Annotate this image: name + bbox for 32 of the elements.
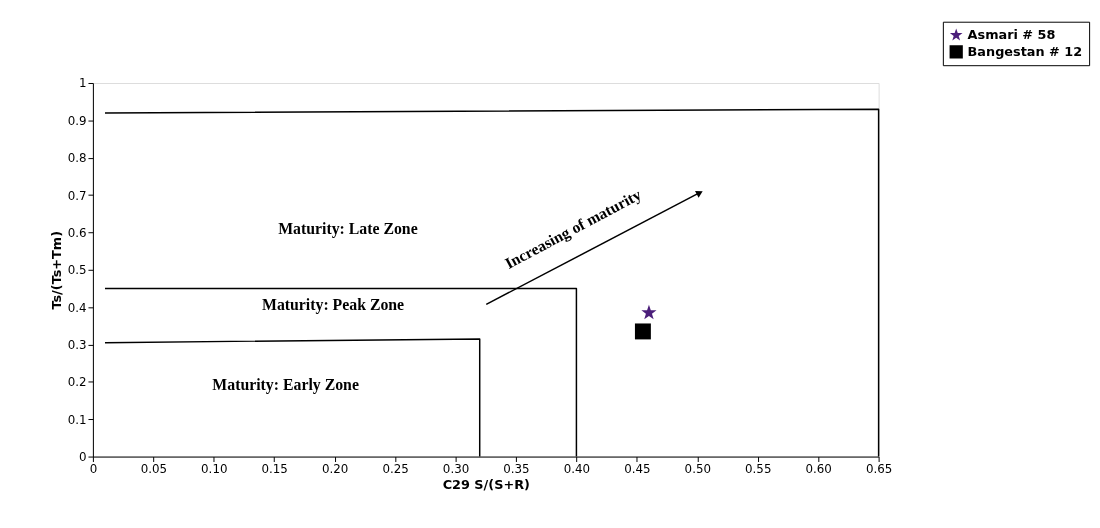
x-tick-label: 0.15: [261, 461, 288, 476]
annotation: Maturity: Late Zone: [278, 220, 418, 239]
y-tick-label: 0.4: [67, 300, 87, 315]
y-tick-label: 1: [78, 76, 87, 91]
y-tick-label: 0.8: [67, 151, 87, 166]
y-tick-label: 0.5: [67, 263, 87, 278]
annotation: Maturity: Peak Zone: [261, 296, 405, 315]
legend-label: Bangestan # 12: [967, 43, 1083, 59]
x-tick-label: 0.25: [382, 461, 409, 476]
x-tick-label: 0.35: [503, 461, 530, 476]
x-tick-label: 0.65: [865, 461, 893, 476]
x-tick-label: 0.40: [563, 461, 591, 476]
y-tick-label: 0.9: [67, 113, 87, 128]
x-tick-label: 0.50: [684, 461, 711, 476]
x-tick-label: 0.05: [140, 461, 168, 476]
y-tick-label: 0: [78, 450, 87, 465]
x-axis-title: C29 S/(S+R): [442, 476, 530, 492]
y-tick-label: 0.6: [67, 225, 87, 240]
annotation: Maturity: Early Zone: [212, 376, 359, 395]
x-tick-label: 0.20: [321, 461, 349, 476]
y-axis-title: Ts/(Ts+Tm): [48, 230, 64, 310]
x-tick-label: 0.30: [442, 461, 470, 476]
x-tick-label: 0.10: [201, 461, 228, 476]
x-tick-label: 0.60: [805, 461, 832, 476]
y-tick-label: 0.1: [67, 412, 87, 427]
y-tick-label: 0.3: [67, 337, 87, 352]
x-tick-label: 0.55: [745, 461, 772, 476]
legend-label: Asmari # 58: [967, 27, 1056, 43]
x-tick-label: 0: [89, 461, 98, 476]
y-tick-label: 0.7: [67, 188, 87, 203]
y-tick-label: 0.2: [67, 375, 87, 390]
x-tick-label: 0.45: [624, 461, 651, 476]
